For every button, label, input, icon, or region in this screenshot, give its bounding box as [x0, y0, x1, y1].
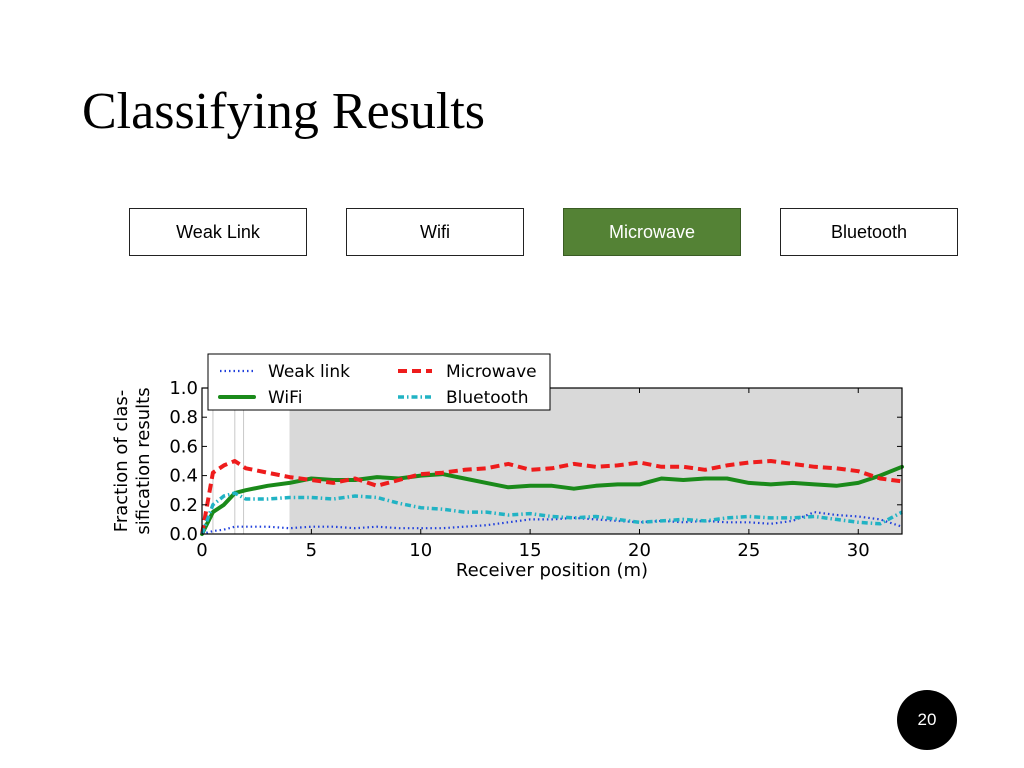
page-number: 20 — [917, 710, 937, 729]
legend-label-bluetooth: Bluetooth — [446, 388, 529, 408]
tab-weak-link[interactable]: Weak Link — [129, 208, 307, 256]
legend-label-microwave: Microwave — [446, 362, 537, 382]
y-tick-label: 0.0 — [169, 524, 198, 545]
y-tick-label: 0.8 — [169, 407, 198, 428]
y-tick-label: 0.4 — [169, 466, 198, 487]
classification-chart: 0 5 10 15 20 25 30 0.0 0.2 0.4 0.6 0.8 1.0 Receiver p… — [111, 353, 904, 581]
series-line-wifi — [200, 464, 904, 536]
legend-label-weak-link: Weak link — [268, 362, 350, 382]
x-tick-label: 30 — [847, 540, 870, 561]
y-tick-label: 0.2 — [169, 495, 198, 516]
x-tick-label: 5 — [306, 540, 317, 561]
x-tick-label: 25 — [737, 540, 760, 561]
tab-microwave[interactable]: Microwave — [563, 208, 741, 256]
tab-wifi[interactable]: Wifi — [346, 208, 524, 256]
y-tick-label: 1.0 — [169, 378, 198, 399]
legend-label-wifi: WiFi — [268, 388, 302, 408]
y-axis-label-line-0: Fraction of clas- — [111, 390, 132, 532]
tab-bluetooth[interactable]: Bluetooth — [780, 208, 958, 256]
x-tick-label: 0 — [196, 540, 207, 561]
y-axis-label-line-1: sification results — [133, 387, 154, 534]
legend-box — [207, 353, 551, 411]
page-number-badge: 20 — [897, 690, 957, 750]
x-tick-label: 10 — [409, 540, 432, 561]
slide-title: Classifying Results — [82, 83, 486, 140]
x-tick-label: 15 — [519, 540, 542, 561]
series-line-weak-link — [201, 511, 903, 536]
x-tick-label: 20 — [628, 540, 651, 561]
x-axis-label: Receiver position (m) — [456, 560, 648, 581]
series-line-bluetooth — [200, 491, 903, 535]
shaded-region — [289, 388, 902, 534]
plot-frame — [201, 387, 903, 535]
y-tick-label: 0.6 — [169, 436, 198, 457]
